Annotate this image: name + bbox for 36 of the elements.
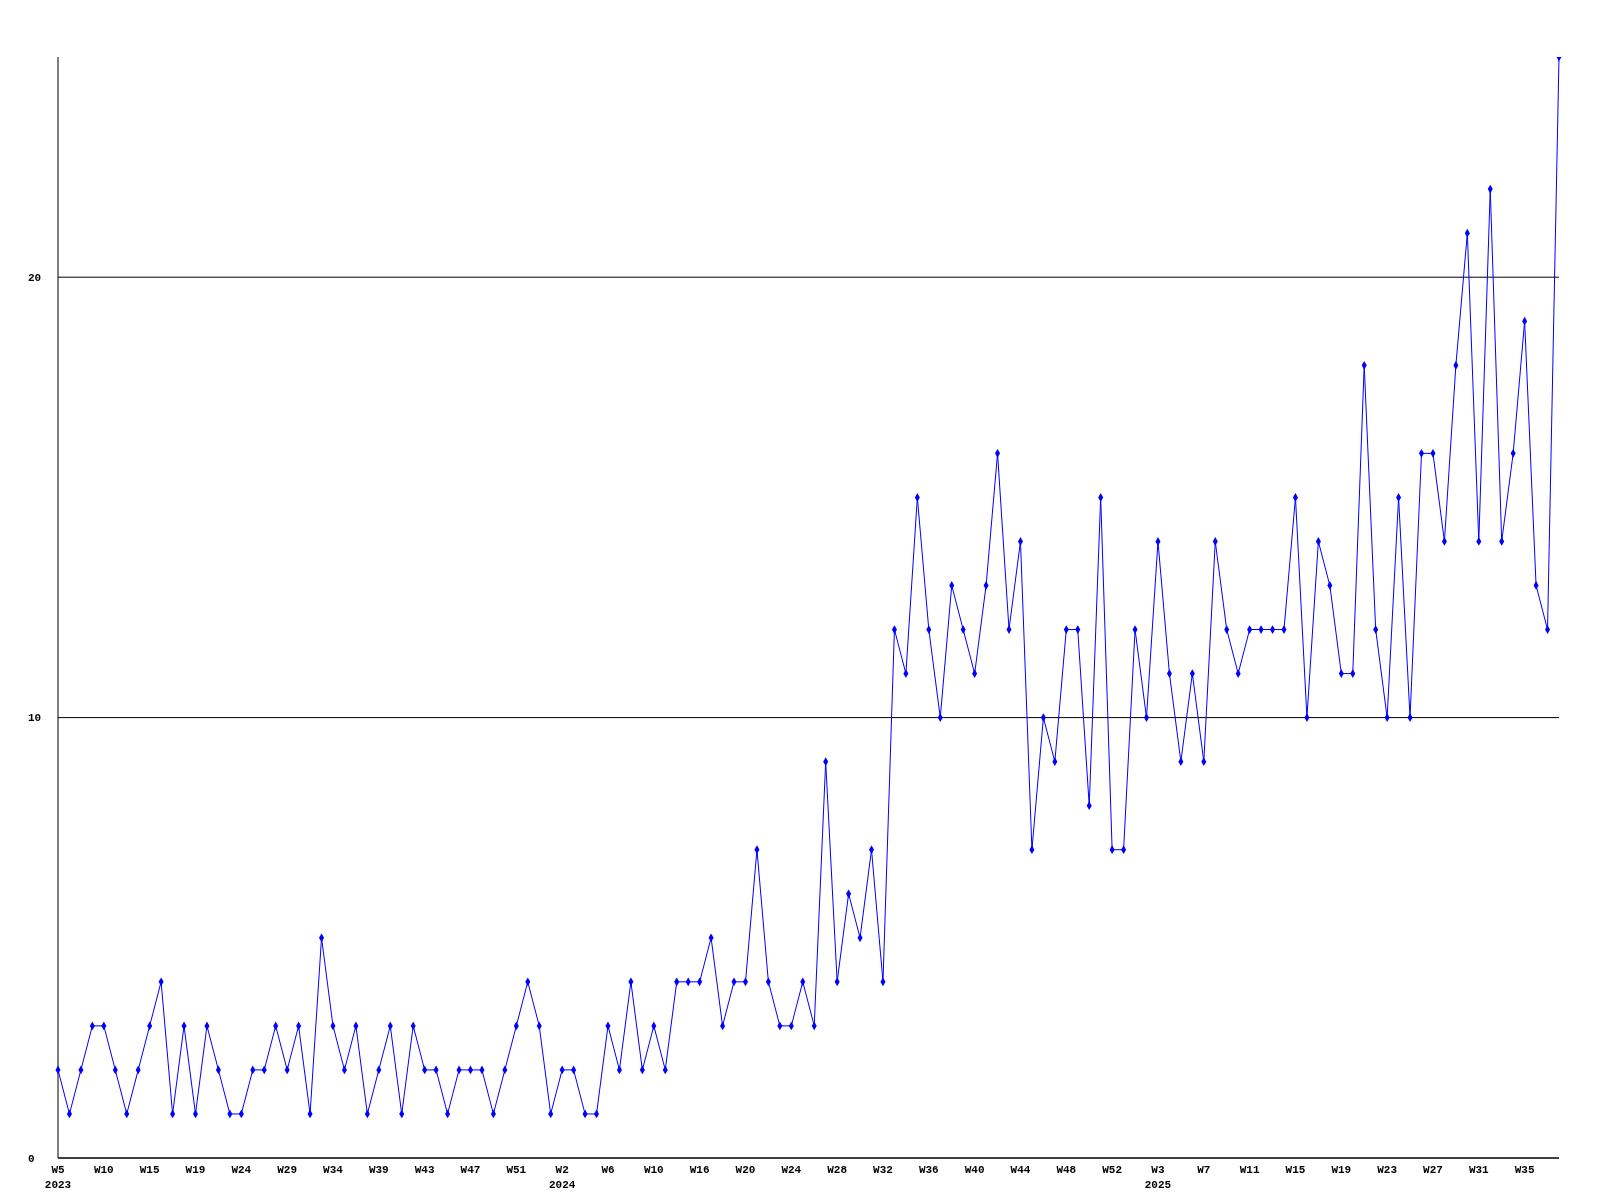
x-tick-label: W7 — [1197, 1164, 1211, 1176]
x-tick-label: W52 — [1102, 1164, 1123, 1176]
y-tick-label: 10 — [28, 712, 42, 725]
x-tick-label: W15 — [1285, 1164, 1306, 1176]
x-tick-label: W35 — [1514, 1164, 1535, 1176]
x-tick-label: W16 — [689, 1164, 710, 1176]
x-tick-label: W15 — [139, 1164, 160, 1176]
x-tick-label: W20 — [735, 1164, 756, 1176]
x-tick-label: W28 — [827, 1164, 848, 1176]
x-tick-label: W24 — [231, 1164, 252, 1176]
x-tick-label: W6 — [601, 1164, 615, 1176]
x-tick-label: W40 — [964, 1164, 985, 1176]
x-tick-label: W32 — [873, 1164, 893, 1176]
x-tick-label: W27 — [1423, 1164, 1443, 1176]
x-tick-label: W48 — [1056, 1164, 1077, 1176]
x-tick-label: W19 — [185, 1164, 206, 1176]
x-tick-label: W44 — [1010, 1164, 1031, 1176]
x-tick-label: W23 — [1377, 1164, 1398, 1176]
x-tick-label: W10 — [643, 1164, 664, 1176]
x-tick-label: W2 2024 — [548, 1164, 576, 1191]
x-tick-label: W5 2023 — [44, 1164, 72, 1191]
x-tick-label: W43 — [414, 1164, 435, 1176]
x-tick-label: W11 — [1239, 1164, 1260, 1176]
x-tick-label: W29 — [277, 1164, 298, 1176]
x-tick-label: W24 — [781, 1164, 802, 1176]
x-tick-label: W19 — [1331, 1164, 1352, 1176]
x-tick-label: W36 — [918, 1164, 939, 1176]
y-tick-label: 0 — [28, 1152, 35, 1165]
x-tick-label: W3 2025 — [1144, 1164, 1172, 1191]
x-tick-label: W39 — [368, 1164, 389, 1176]
x-tick-label: W10 — [93, 1164, 114, 1176]
x-tick-label: W31 — [1468, 1164, 1490, 1176]
x-tick-label: W34 — [323, 1164, 344, 1176]
x-tick-label: W47 — [460, 1164, 481, 1176]
x-tick-label: W51 — [506, 1164, 527, 1176]
y-tick-label: 20 — [28, 272, 42, 285]
